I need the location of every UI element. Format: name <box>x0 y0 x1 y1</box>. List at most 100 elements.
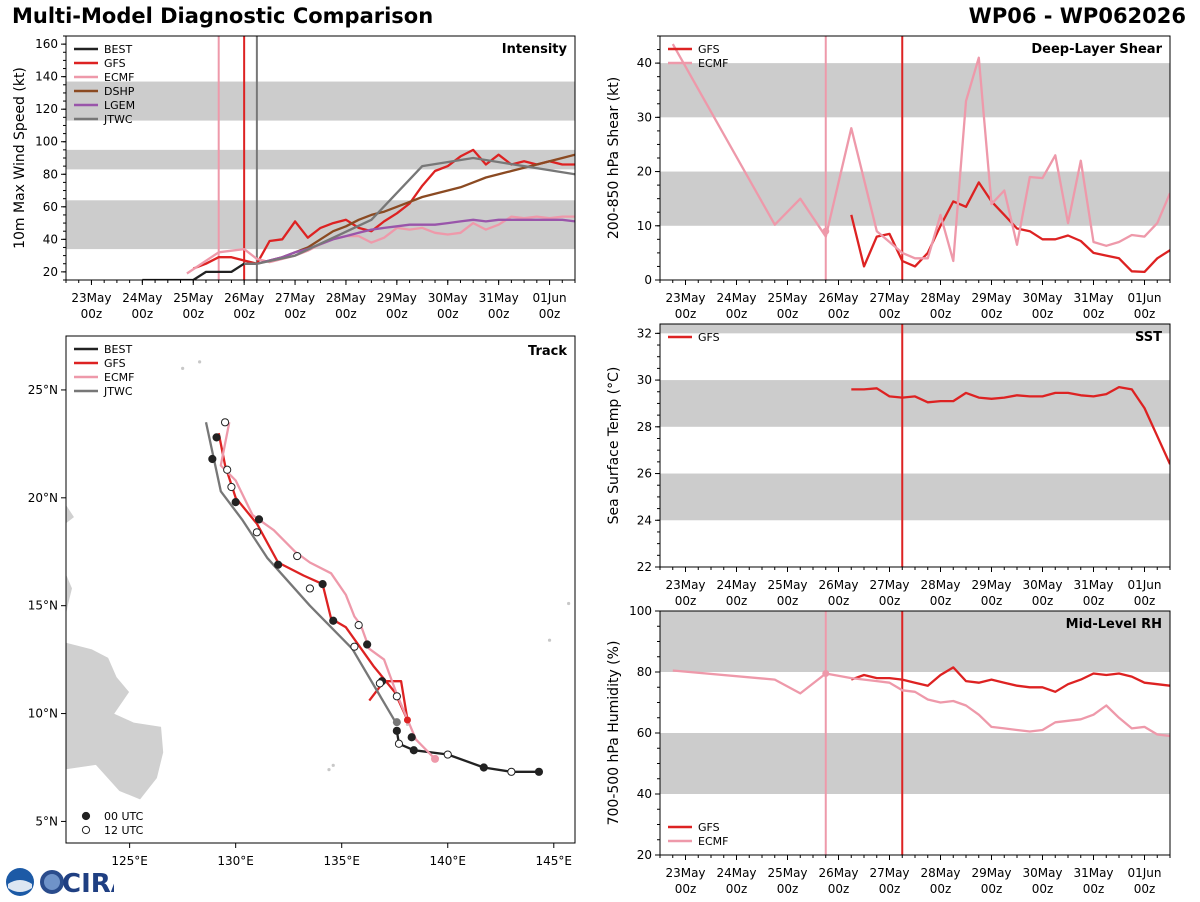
x-tick-label-hour: 00z <box>930 594 952 608</box>
x-tick-label-hour: 00z <box>879 307 901 321</box>
x-tick-label-hour: 00z <box>1134 882 1156 896</box>
x-tick-label: 135°E <box>323 854 360 868</box>
marker-12utc <box>252 528 261 537</box>
shaded-band <box>660 171 1170 226</box>
island <box>327 768 331 772</box>
y-tick-label: 100 <box>35 135 58 149</box>
marker-legend-symbol <box>81 811 91 821</box>
x-tick-label-day: 25May <box>767 578 807 592</box>
marker-12utc <box>392 692 401 701</box>
legend-label: GFS <box>104 357 126 370</box>
marker-12utc <box>394 739 404 748</box>
x-tick-label-hour: 00z <box>132 307 154 321</box>
y-tick-label: 100 <box>629 604 652 618</box>
series-line-dshp <box>256 153 575 265</box>
x-tick-label-day: 01Jun <box>533 291 567 305</box>
x-tick-label-day: 27May <box>869 866 909 880</box>
y-tick-label: 20°N <box>28 491 58 505</box>
marker-00utc <box>212 433 221 442</box>
x-tick-label-hour: 00z <box>488 307 510 321</box>
track-line-gfs <box>217 432 409 722</box>
y-tick-label: 20 <box>637 848 652 862</box>
y-tick-label: 22 <box>637 560 652 574</box>
marker-00utc <box>208 454 217 464</box>
x-tick-label-hour: 00z <box>675 594 697 608</box>
shear-panel: 0 10 20 30 40 23May 00z 24May 00z 25May 00z 26May 00… <box>606 35 1171 321</box>
x-tick-label-day: 28May <box>920 866 960 880</box>
x-tick-label-hour: 00z <box>879 882 901 896</box>
legend-label: ECMF <box>698 835 728 848</box>
y-tick-label: 80 <box>637 665 652 679</box>
y-tick-label: 25°N <box>28 383 58 397</box>
legend-label: GFS <box>104 57 126 70</box>
shaded-band <box>660 473 1170 521</box>
series-line-best <box>142 262 257 280</box>
x-tick-label-day: 26May <box>224 291 264 305</box>
gfs-start-point <box>403 716 411 724</box>
x-tick-label-day: 30May <box>428 291 468 305</box>
y-tick-label: 5°N <box>35 814 58 828</box>
marker-12utc <box>507 767 516 776</box>
x-tick-label-day: 23May <box>665 866 705 880</box>
island <box>547 638 552 642</box>
x-tick-label-day: 26May <box>818 578 858 592</box>
y-tick-label: 30 <box>637 373 652 387</box>
y-tick-label: 24 <box>637 513 652 527</box>
x-tick-label-hour: 00z <box>726 882 748 896</box>
x-tick-label-hour: 00z <box>777 882 799 896</box>
panel-title: Deep-Layer Shear <box>1031 42 1162 57</box>
x-tick-label-hour: 00z <box>981 882 1003 896</box>
island <box>181 366 185 370</box>
x-tick-label-day: 29May <box>971 291 1011 305</box>
x-tick-label-day: 24May <box>716 578 756 592</box>
legend-label: BEST <box>104 43 132 56</box>
x-tick-label-day: 23May <box>71 291 111 305</box>
x-tick-label: 145°E <box>536 854 573 868</box>
x-tick-label-day: 30May <box>1022 578 1062 592</box>
x-tick-label-hour: 00z <box>437 307 459 321</box>
series-line-jtwc <box>244 156 575 265</box>
shaded-band <box>660 611 1170 672</box>
y-tick-label: 40 <box>43 232 58 246</box>
x-tick-label-day: 29May <box>971 866 1011 880</box>
marker-00utc <box>231 498 240 507</box>
y-tick-label: 10 <box>637 219 652 233</box>
x-tick-label-day: 31May <box>479 291 519 305</box>
marker-legend-label: 00 UTC <box>104 810 144 823</box>
x-tick-label-day: 28May <box>920 578 960 592</box>
panel-title: SST <box>1135 330 1162 345</box>
jtwc-start-point <box>392 718 401 727</box>
y-tick-label: 26 <box>637 467 652 481</box>
y-tick-label: 32 <box>637 326 652 340</box>
x-tick-label: 130°E <box>217 854 254 868</box>
x-tick-label-day: 25May <box>767 866 807 880</box>
x-tick-label-day: 27May <box>275 291 315 305</box>
track-line-best <box>395 730 539 773</box>
shaded-band <box>660 380 1170 427</box>
legend-label: ECMF <box>104 371 134 384</box>
axes-frame <box>659 323 1171 568</box>
x-tick-label-day: 29May <box>377 291 417 305</box>
x-tick-label-hour: 00z <box>828 594 850 608</box>
x-tick-label-day: 28May <box>920 291 960 305</box>
cira-logo-text: CIRA <box>62 869 114 898</box>
x-tick-label-hour: 00z <box>726 307 748 321</box>
x-tick-label-hour: 00z <box>1032 882 1054 896</box>
y-axis-label: 200-850 hPa Shear (kt) <box>606 77 622 239</box>
x-tick-label-hour: 00z <box>1032 307 1054 321</box>
marker-12utc <box>375 679 384 688</box>
y-tick-label: 140 <box>35 70 58 84</box>
x-tick-label-day: 30May <box>1022 866 1062 880</box>
x-tick-label-hour: 00z <box>233 307 255 321</box>
land-mass <box>66 503 76 525</box>
legend-label: LGEM <box>104 99 135 112</box>
y-tick-label: 40 <box>637 56 652 70</box>
series-line-ecmf <box>671 43 1170 263</box>
legend-label: JTWC <box>103 385 133 398</box>
shaded-band <box>66 149 575 170</box>
x-tick-label-day: 23May <box>665 578 705 592</box>
y-tick-label: 20 <box>637 165 652 179</box>
y-tick-label: 40 <box>637 787 652 801</box>
x-tick-label-hour: 00z <box>828 307 850 321</box>
x-tick-label-hour: 00z <box>930 307 952 321</box>
